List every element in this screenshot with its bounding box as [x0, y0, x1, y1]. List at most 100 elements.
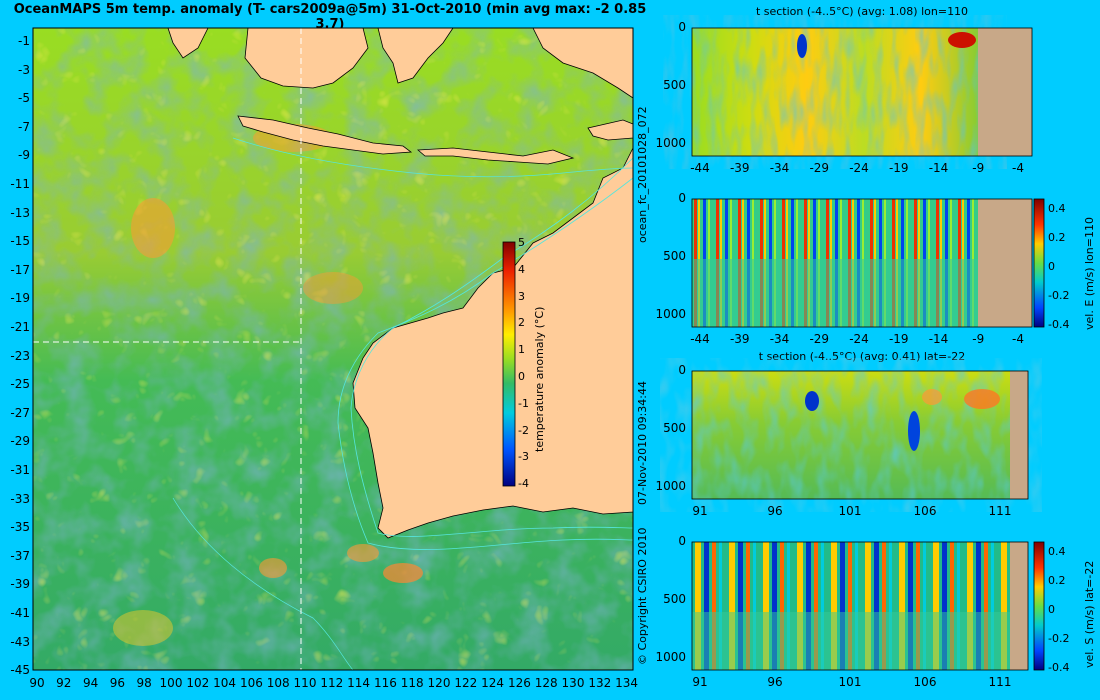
section-x-tick-label: -14 [928, 161, 949, 175]
longitude-tick-label: 120 [427, 676, 451, 690]
longitude-tick-label: 134 [615, 676, 639, 690]
longitude-tick-label: 104 [213, 676, 237, 690]
latitude-tick-label: -15 [10, 234, 30, 249]
lesser-sunda-islands [416, 147, 575, 165]
section-x-tick-label: 101 [838, 504, 862, 518]
panel-4-colorbar-label: vel. S (m/s) lat=-22 [1083, 560, 1096, 668]
section-x-tick-label: 111 [988, 504, 1012, 518]
longitude-tick-label: 126 [507, 676, 531, 690]
copyright-label: © Copyright CSIRO 2010 [636, 527, 649, 665]
longitude-tick-label: 116 [373, 676, 397, 690]
latitude-tick-label: -19 [10, 291, 30, 306]
temperature-anomaly-map[interactable] [32, 27, 634, 671]
warm-eddy [131, 198, 175, 258]
java-island [237, 115, 413, 155]
longitude-tick-label: 130 [561, 676, 585, 690]
longitude-tick-label: 102 [186, 676, 210, 690]
borneo-island [244, 27, 369, 89]
latitude-tick-label: -23 [10, 348, 30, 363]
section-x-tick-label: -9 [972, 332, 985, 346]
depth-tick-label: 0 [678, 20, 686, 34]
temperature-colorbar-tick: 2 [518, 316, 525, 330]
latitude-tick-label: -21 [10, 320, 30, 334]
depth-tick-label: 500 [663, 78, 686, 92]
australia-landmass [352, 147, 634, 539]
velocity-south-colorbar [1033, 541, 1045, 671]
velocity-east-colorbar [1033, 198, 1045, 328]
latitude-tick-label: -29 [10, 434, 30, 449]
depth-tick-label: 0 [678, 363, 686, 377]
panel-2-colorbar-label: vel. E (m/s) lon=110 [1083, 217, 1096, 330]
depth-tick-label: 1000 [655, 136, 686, 150]
temperature-section-lat-22[interactable] [691, 370, 1029, 500]
latitude-tick-label: -9 [18, 148, 30, 163]
section-x-tick-label: 91 [692, 504, 708, 518]
velocity-colorbar-tick: 0.2 [1048, 574, 1066, 587]
longitude-tick-label: 100 [159, 676, 183, 690]
velocity-colorbar-tick: 0.4 [1048, 545, 1066, 558]
section-x-tick-label: -19 [888, 161, 909, 175]
longitude-tick-label: 96 [109, 676, 126, 690]
warm-eddy [303, 272, 363, 304]
velocity-colorbar-tick: -0.4 [1048, 318, 1070, 331]
depth-tick-label: 1000 [655, 650, 686, 664]
latitude-tick-label: -17 [10, 262, 30, 277]
temperature-colorbar-tick: -1 [518, 396, 529, 410]
section-x-tick-label: -29 [809, 161, 830, 175]
depth-tick-label: 0 [678, 534, 686, 548]
section-x-tick-label: -4 [1012, 161, 1024, 175]
longitude-tick-label: 98 [136, 676, 152, 690]
longitude-tick-label: 90 [29, 676, 45, 690]
section-x-tick-label: -29 [809, 332, 830, 346]
latitude-tick-label: -27 [10, 405, 30, 420]
velocity-colorbar-tick: -0.2 [1048, 289, 1070, 302]
longitude-tick-label: 122 [454, 676, 478, 690]
temperature-colorbar-tick: -2 [518, 423, 529, 437]
longitude-tick-label: 124 [481, 676, 505, 690]
velocity-colorbar-tick: -0.2 [1048, 632, 1070, 645]
latitude-tick-label: -1 [18, 34, 30, 48]
longitude-tick-label: 112 [320, 676, 344, 690]
velocity-colorbar-tick: 0.2 [1048, 231, 1066, 244]
latitude-tick-label: -3 [18, 62, 30, 77]
temperature-colorbar-tick: -3 [518, 450, 529, 464]
latitude-tick-label: -45 [10, 663, 30, 678]
section-x-tick-label: 106 [913, 504, 937, 518]
velocity-south-section-lat-22[interactable] [691, 541, 1029, 671]
longitude-tick-label: 110 [293, 676, 317, 690]
section-x-tick-label: -39 [729, 332, 750, 346]
velocity-colorbar-tick: 0 [1048, 260, 1055, 273]
longitude-tick-label: 132 [588, 676, 612, 690]
section-x-tick-label: -14 [928, 332, 949, 346]
section-x-tick-label: 91 [692, 675, 708, 689]
depth-tick-label: 1000 [655, 479, 686, 493]
temperature-colorbar [502, 241, 516, 487]
section-x-tick-label: -4 [1012, 332, 1024, 346]
longitude-tick-label: 108 [266, 676, 290, 690]
longitude-tick-label: 118 [400, 676, 424, 690]
bathymetry-contour [232, 137, 634, 178]
temperature-section-lon110[interactable] [691, 27, 1033, 157]
longitude-tick-label: 92 [56, 676, 72, 690]
velocity-colorbar-tick: 0 [1048, 603, 1055, 616]
latitude-tick-label: -13 [10, 205, 30, 220]
depth-tick-label: 1000 [655, 307, 686, 321]
temperature-colorbar-tick: 0 [518, 370, 525, 383]
temperature-colorbar-label: temperature anomaly (°C) [533, 306, 546, 452]
depth-tick-label: 500 [663, 421, 686, 435]
longitude-tick-label: 128 [534, 676, 558, 690]
velocity-colorbar-tick: 0.4 [1048, 202, 1066, 215]
velocity-east-section-lon110[interactable] [691, 198, 1033, 328]
velocity-colorbar-tick: -0.4 [1048, 661, 1070, 674]
bathymetry-contour [172, 497, 354, 671]
latitude-tick-label: -39 [10, 577, 30, 592]
run-id-label: ocean_fc_20101028_072 [636, 106, 649, 243]
longitude-tick-label: 94 [82, 676, 99, 690]
section-x-tick-label: -44 [690, 332, 710, 346]
warm-eddy [113, 610, 173, 646]
temperature-colorbar-tick: 3 [518, 289, 525, 303]
section-x-tick-label: -24 [849, 332, 869, 346]
warm-eddy [259, 558, 287, 578]
section-x-tick-label: -24 [849, 161, 869, 175]
panel-1-subtitle: t section (-4..5°C) (avg: 1.08) lon=110 [755, 5, 969, 18]
